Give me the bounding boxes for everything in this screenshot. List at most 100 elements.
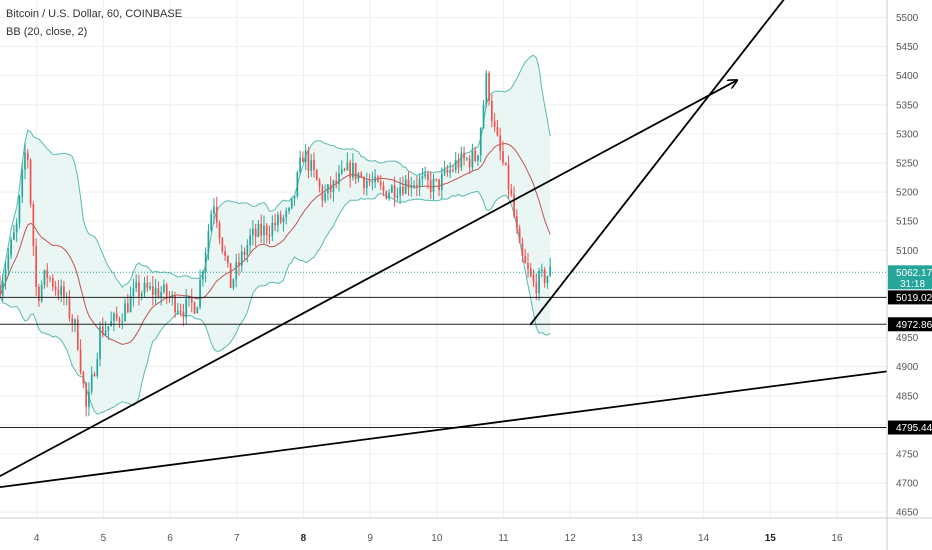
candle-body [482,104,485,129]
candle-body [129,295,132,313]
candle-body [329,184,332,192]
candle-body [151,286,154,295]
candle-body [415,185,418,188]
candle-body [424,173,427,177]
time-tick-label: 12 [565,533,577,544]
price-tick-label: 5350 [896,100,919,111]
candle-body [107,326,110,331]
time-tick-label: 7 [234,533,240,544]
candle-body [285,210,288,218]
candle-body [232,279,235,288]
candle-body [410,185,413,189]
candle-body [363,176,365,189]
candle-body [493,121,496,127]
indicator-legend[interactable]: BB (20, close, 2) [6,26,88,38]
time-tick-label: 16 [831,533,843,544]
candle-body [171,294,174,298]
candle-body [446,169,449,173]
candle-body [502,151,504,163]
trendline[interactable] [529,0,790,326]
candle-body [346,162,349,171]
candle-body [338,173,340,184]
candle-body [490,101,493,122]
price-tick-label: 5200 [896,188,919,199]
candle-body [479,128,482,156]
last-price-label: 5062.17 [896,268,932,279]
candle-body [440,173,443,191]
symbol-legend[interactable]: Bitcoin / U.S. Dollar, 60, COINBASE [6,8,183,20]
candle-body [38,286,40,301]
level-price-box [888,420,932,435]
candle-body [32,204,35,246]
price-tick-label: 4900 [896,362,919,373]
candle-body [390,185,393,193]
candle-body [290,198,293,209]
candle-body [229,263,232,288]
candle-body [210,214,213,231]
price-tick-label: 5100 [896,246,919,257]
candle-body [4,269,7,282]
candle-body [35,245,37,287]
candle-body [190,296,193,303]
price-tick-label: 4700 [896,479,919,490]
candle-body [404,179,407,194]
candle-body [288,208,290,211]
trendline-arrow[interactable] [0,80,737,477]
candle-body [529,268,532,276]
candle-body [135,282,138,288]
candle-body [185,298,188,318]
candle-body [193,302,196,314]
candle-body [7,255,10,270]
candle-body [88,391,90,407]
candle-body [488,73,490,102]
candle-body [315,170,318,181]
time-tick-label: 13 [631,533,643,544]
trendline[interactable] [0,370,888,489]
bb-fill [0,55,551,415]
candle-body [277,214,279,226]
price-tick-label: 4650 [896,508,919,519]
candle-body [504,162,507,165]
candle-body [465,158,468,160]
candle-body [335,180,338,184]
bb-lower-band [0,190,551,415]
candle-body [218,222,221,238]
candle-body [343,169,346,171]
candle-body [179,310,182,312]
price-axis[interactable]: 5500 5450 5400 5350 5300 5250 5200 5150 5100 4950… [886,0,932,550]
candle-body [149,286,151,289]
candle-body [252,228,254,236]
candle-body [215,206,218,223]
time-tick-label: 5 [101,533,107,544]
candle-body [71,318,74,324]
candle-body [499,135,502,152]
candle-body [68,296,71,319]
candle-body [99,326,101,360]
candle-body [18,196,21,224]
horizontal-levels [0,271,887,429]
candle-body [454,159,457,170]
time-tick-label: 14 [698,533,710,544]
candle-body [118,318,121,322]
candle-body [249,235,251,246]
candle-body [296,172,299,197]
candle-body [438,179,440,191]
candle-body [443,169,446,174]
candle-body [532,275,535,283]
candle-body [0,285,1,296]
candle-body [521,243,524,257]
candle-body [535,282,538,294]
candle-body [477,155,479,161]
last-price-box [888,265,932,290]
candle-body [154,288,157,295]
candle-body [485,73,488,105]
candle-body [377,176,379,182]
candle-body [413,185,415,187]
candle-body [121,321,124,323]
candle-body [313,159,315,171]
candle-body [79,349,82,373]
candle-body [407,179,410,189]
time-axis[interactable]: 4 5 6 7 8 9 10 11 12 13 14 15 16 [0,517,932,544]
candle-body [457,159,460,168]
